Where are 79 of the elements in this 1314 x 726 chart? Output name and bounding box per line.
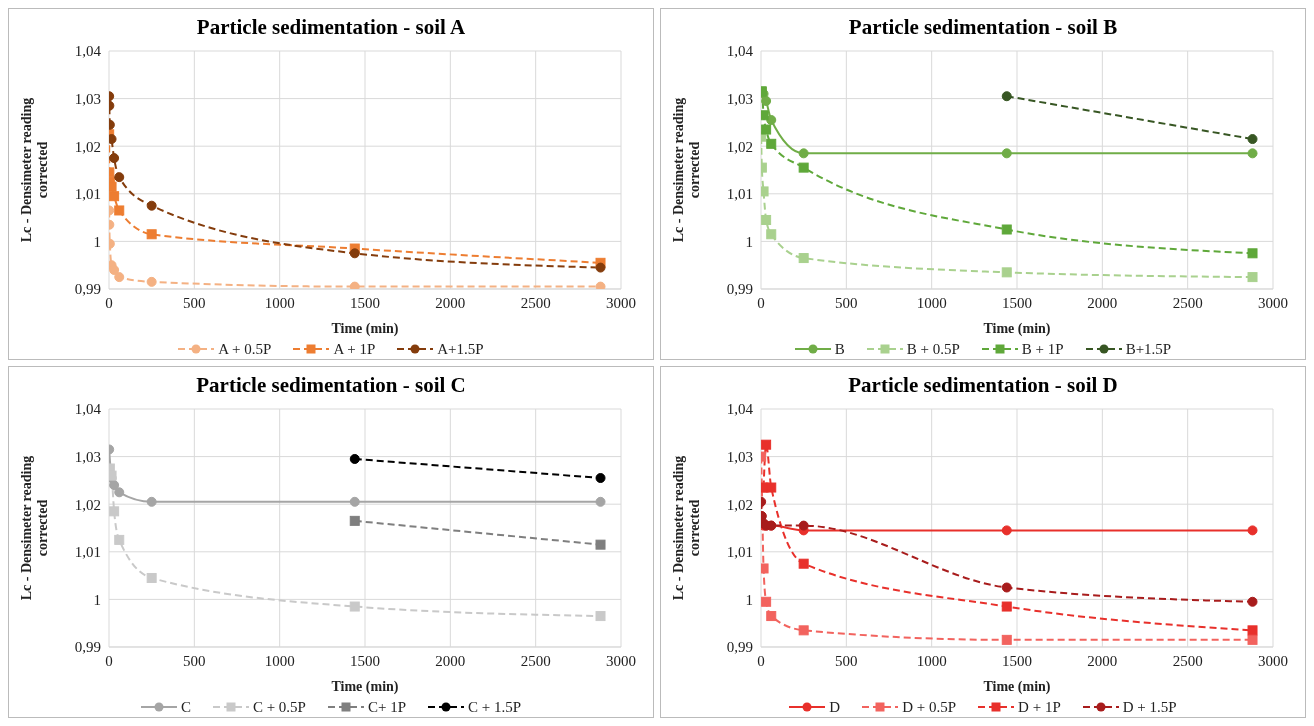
y-tick-label: 1,04 (74, 43, 102, 60)
y-tick-label: 0,99 (726, 639, 753, 656)
x-tick-label: 0 (105, 294, 113, 311)
x-tick-label: 500 (183, 294, 206, 311)
y-tick-label: 1,04 (74, 401, 102, 418)
legend-label: B + 0.5P (906, 340, 960, 358)
legend-label: B+1.5P (1125, 340, 1172, 358)
legend-label: C + 0.5P (252, 698, 306, 716)
y-tick-label: 1,03 (726, 448, 753, 465)
x-tick-label: 2500 (520, 294, 551, 311)
chart-title: Particle sedimentation - soil A (196, 15, 466, 41)
x-tick-label: 2500 (1172, 294, 1203, 311)
x-axis-title: Time (min) (983, 679, 1051, 695)
y-tick-label: 1,02 (74, 496, 101, 513)
legend-label: C+ 1P (367, 698, 407, 716)
x-tick-label: 1000 (264, 294, 295, 311)
y-axis-title: Lc - Densimeter reading corrected (671, 97, 702, 243)
legend-label: C + 1.5P (468, 698, 522, 716)
x-tick-label: 1500 (350, 652, 380, 669)
x-tick-label: 1500 (350, 294, 380, 311)
x-tick-label: 2000 (1087, 294, 1118, 311)
x-tick-label: 1000 (916, 294, 947, 311)
x-tick-label: 3000 (606, 652, 636, 669)
y-tick-label: 1,03 (74, 90, 101, 107)
x-tick-label: 2000 (1087, 652, 1118, 669)
y-tick-label: 1,01 (74, 186, 101, 203)
x-tick-label: 1500 (1002, 652, 1032, 669)
x-tick-label: 0 (105, 652, 113, 669)
x-axis-title: Time (min) (983, 321, 1051, 337)
x-tick-label: 1500 (1002, 294, 1032, 311)
legend-label: D + 1P (1018, 698, 1061, 716)
x-tick-label: 2500 (1172, 652, 1203, 669)
x-tick-label: 0 (757, 294, 765, 311)
y-tick-label: 1 (745, 591, 753, 608)
y-tick-label: 1 (93, 591, 101, 608)
legend-label: D + 1.5P (1122, 698, 1177, 716)
chart-title: Particle sedimentation - soil D (848, 373, 1118, 399)
y-tick-label: 0,99 (726, 281, 753, 298)
x-tick-label: 3000 (1258, 652, 1288, 669)
y-tick-label: 1,01 (74, 544, 101, 561)
legend-label: D (829, 698, 841, 716)
x-tick-label: 0 (757, 652, 765, 669)
y-tick-label: 0,99 (74, 281, 101, 298)
y-tick-label: 1 (93, 233, 101, 250)
y-tick-label: 1,01 (726, 544, 753, 561)
legend-label: A + 0.5P (218, 340, 272, 358)
x-axis-title: Time (min) (331, 679, 399, 695)
x-tick-label: 2000 (435, 294, 466, 311)
y-tick-label: 1 (745, 233, 753, 250)
chart-title: Particle sedimentation - soil C (196, 373, 466, 399)
y-tick-label: 1,04 (726, 401, 754, 418)
y-axis-title: Lc - Densimeter reading corrected (671, 455, 702, 601)
x-axis-title: Time (min) (331, 321, 399, 337)
y-tick-label: 1,02 (726, 496, 753, 513)
y-axis-title: Lc - Densimeter reading corrected (19, 97, 50, 243)
y-tick-label: 1,03 (726, 90, 753, 107)
y-axis-title: Lc - Densimeter reading corrected (19, 455, 50, 601)
x-tick-label: 3000 (606, 294, 636, 311)
y-tick-label: 1,02 (74, 138, 101, 155)
legend-label: B (834, 340, 845, 358)
x-tick-label: 1000 (916, 652, 947, 669)
legend-label: A+1.5P (437, 340, 484, 358)
y-tick-label: 1,04 (726, 43, 754, 60)
x-tick-label: 1000 (264, 652, 295, 669)
x-tick-label: 500 (835, 652, 858, 669)
y-tick-label: 1,02 (726, 138, 753, 155)
x-tick-label: 2500 (520, 652, 551, 669)
y-tick-label: 1,03 (74, 448, 101, 465)
chart-title: Particle sedimentation - soil B (848, 15, 1118, 41)
legend-label: A + 1P (333, 340, 376, 358)
legend-label: D + 0.5P (902, 698, 957, 716)
x-tick-label: 2000 (435, 652, 466, 669)
y-tick-label: 1,01 (726, 186, 753, 203)
x-tick-label: 500 (183, 652, 206, 669)
legend-label: C (180, 698, 191, 716)
legend-label: B + 1P (1021, 340, 1064, 358)
y-tick-label: 0,99 (74, 639, 101, 656)
x-tick-label: 3000 (1258, 294, 1288, 311)
x-tick-label: 500 (835, 294, 858, 311)
